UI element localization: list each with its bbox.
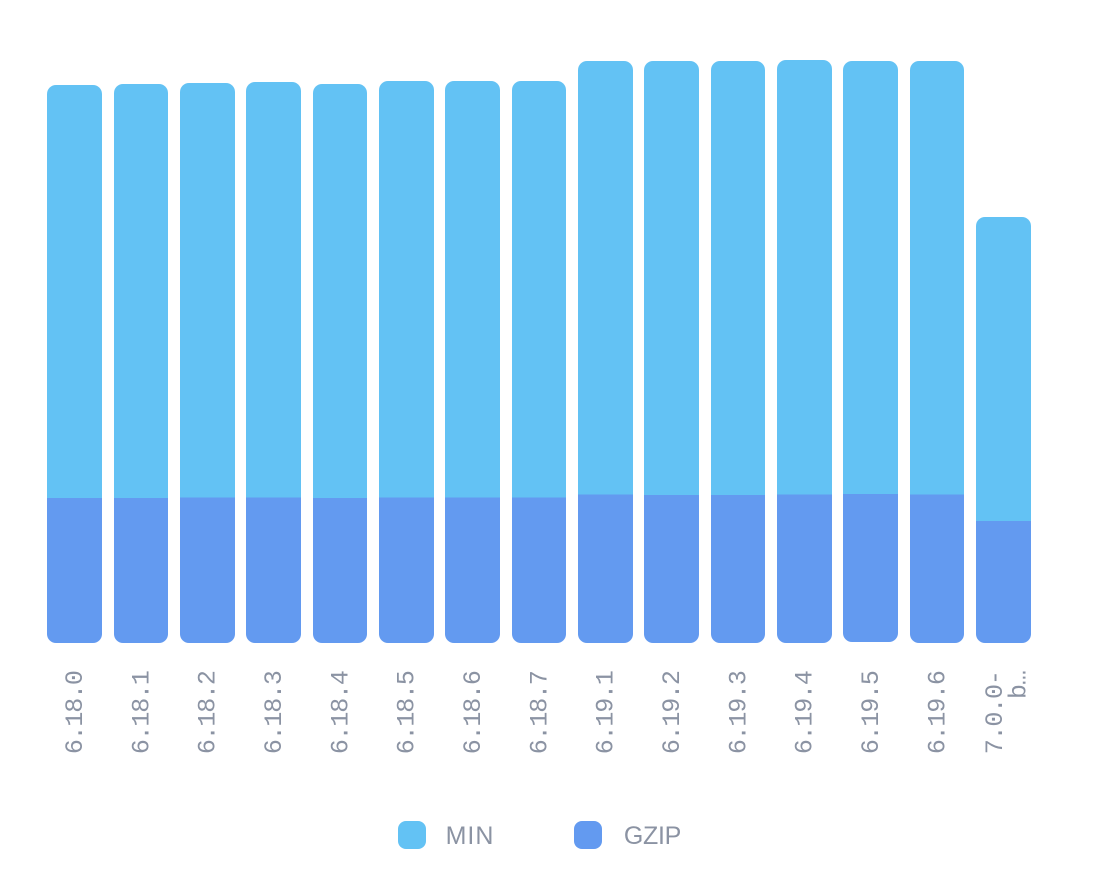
svg-text:6.18.0: 6.18.0 [61,671,90,754]
svg-text:6.18.5: 6.18.5 [393,671,422,754]
svg-text:6.18.4: 6.18.4 [326,671,355,754]
svg-text:6.18.6: 6.18.6 [459,671,488,754]
svg-text:6.19.6: 6.19.6 [923,671,952,754]
svg-text:6.19.1: 6.19.1 [592,671,621,754]
svg-text:6.18.2: 6.18.2 [194,671,223,754]
svg-text:6.19.3: 6.19.3 [724,671,753,754]
svg-text:6.18.3: 6.18.3 [260,671,289,754]
svg-text:7.0.0-b…: 7.0.0-b… [981,671,1034,754]
svg-text:6.19.5: 6.19.5 [857,671,886,754]
svg-text:6.18.1: 6.18.1 [127,671,156,754]
svg-text:6.19.4: 6.19.4 [791,671,820,754]
svg-text:GZIP: GZIP [624,822,681,850]
svg-text:6.19.2: 6.19.2 [658,671,687,754]
svg-text:MIN: MIN [446,822,495,850]
svg-text:6.18.7: 6.18.7 [525,671,554,754]
